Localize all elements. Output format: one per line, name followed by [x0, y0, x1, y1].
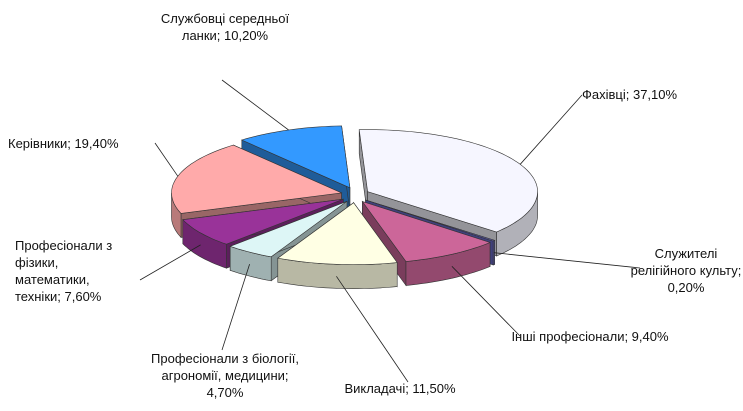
leader-line [451, 266, 521, 337]
slice [277, 202, 398, 266]
leader-line [519, 94, 583, 165]
slice [229, 201, 348, 258]
slice [361, 200, 491, 262]
slice [365, 199, 496, 242]
data-label: Фахівці; 37,10% [582, 87, 678, 102]
data-label: Професіонали з біології, агрономії, меди… [151, 351, 299, 400]
leader-line [154, 142, 179, 177]
data-label: Викладачі; 11,50% [344, 381, 456, 396]
data-label: Інші професіонали; 9,40% [511, 329, 669, 344]
leader-line [221, 263, 250, 351]
data-label: Служителі релігійного культу; 0,20% [630, 246, 742, 295]
slice [171, 144, 343, 214]
leader-line [493, 252, 641, 269]
data-label: Професіонали з фізики, математики, техні… [15, 238, 113, 304]
leader-line [139, 244, 201, 281]
leader-line [336, 276, 409, 383]
data-label: Службовці середньої ланки; 10,20% [160, 11, 290, 43]
data-label: Керівники; 19,40% [8, 136, 119, 151]
slice [182, 198, 344, 245]
leader-line [221, 79, 289, 131]
